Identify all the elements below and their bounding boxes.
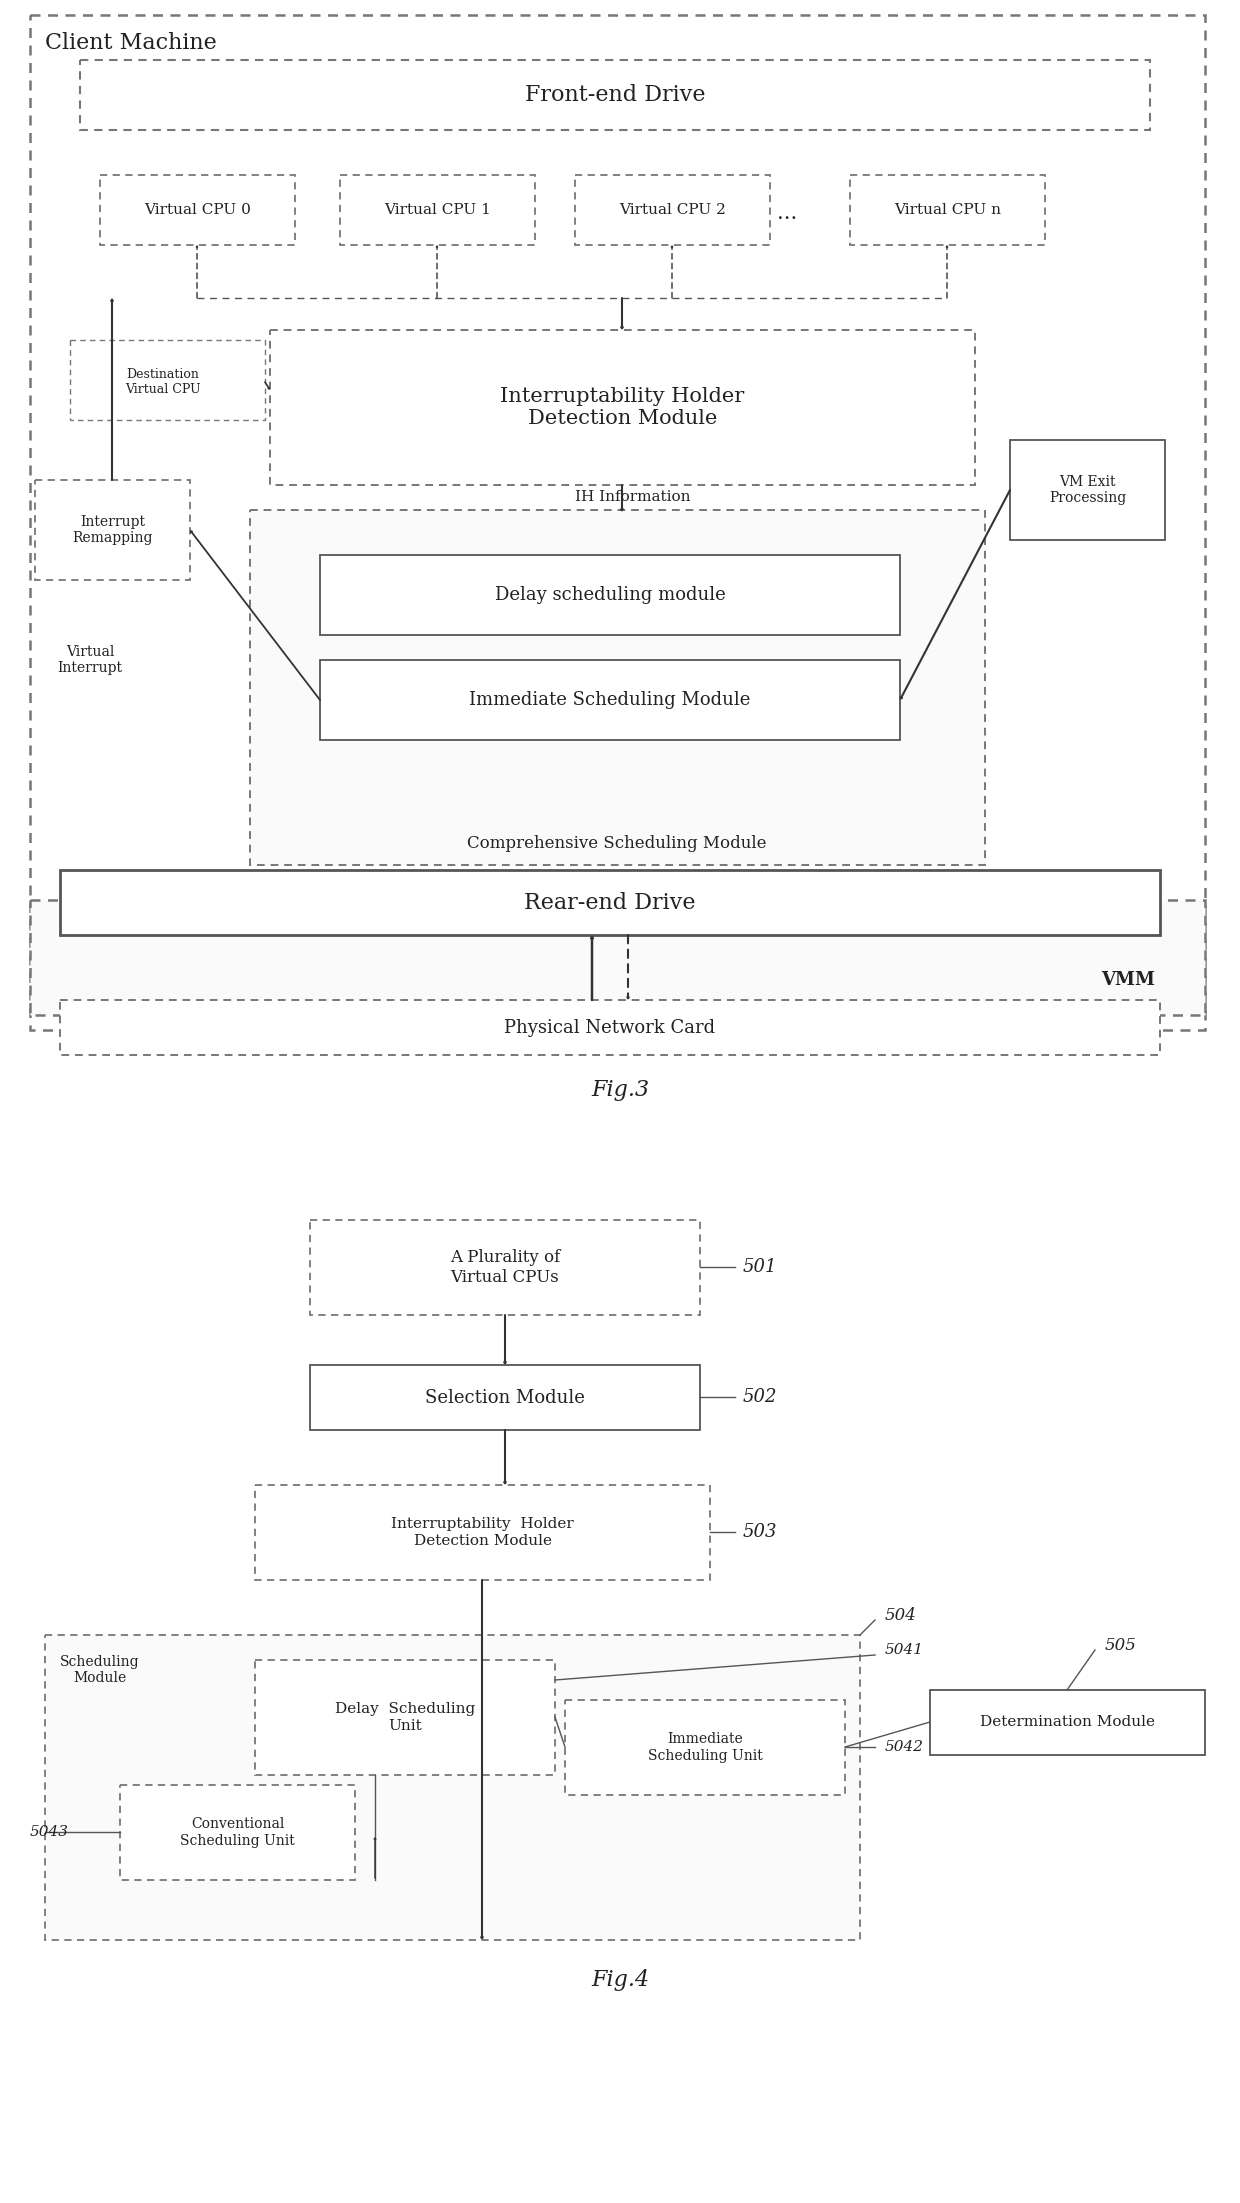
FancyBboxPatch shape	[45, 1635, 861, 1941]
FancyBboxPatch shape	[120, 1784, 355, 1879]
FancyBboxPatch shape	[270, 330, 975, 485]
Text: VMM: VMM	[1101, 972, 1154, 989]
FancyBboxPatch shape	[340, 174, 534, 245]
Text: 504: 504	[885, 1606, 916, 1624]
Text: Rear-end Drive: Rear-end Drive	[525, 892, 696, 914]
Text: Delay scheduling module: Delay scheduling module	[495, 586, 725, 604]
Text: IH Information: IH Information	[575, 489, 691, 504]
FancyBboxPatch shape	[849, 174, 1045, 245]
FancyBboxPatch shape	[35, 480, 190, 579]
FancyBboxPatch shape	[1011, 441, 1166, 540]
Text: Selection Module: Selection Module	[425, 1388, 585, 1406]
Text: Fig.4: Fig.4	[591, 1969, 649, 1992]
Text: Physical Network Card: Physical Network Card	[505, 1018, 715, 1035]
Text: Scheduling
Module: Scheduling Module	[60, 1654, 140, 1685]
Text: 5042: 5042	[885, 1740, 924, 1754]
FancyBboxPatch shape	[30, 901, 1205, 1016]
FancyBboxPatch shape	[100, 174, 295, 245]
Text: Comprehensive Scheduling Module: Comprehensive Scheduling Module	[467, 835, 766, 853]
Text: A Plurality of
Virtual CPUs: A Plurality of Virtual CPUs	[450, 1249, 560, 1287]
Text: Virtual CPU 0: Virtual CPU 0	[144, 203, 250, 218]
FancyBboxPatch shape	[565, 1701, 844, 1795]
Text: Virtual CPU 2: Virtual CPU 2	[619, 203, 725, 218]
Text: Virtual CPU 1: Virtual CPU 1	[384, 203, 491, 218]
FancyBboxPatch shape	[575, 174, 770, 245]
FancyBboxPatch shape	[930, 1690, 1205, 1756]
Text: 5041: 5041	[885, 1643, 924, 1657]
FancyBboxPatch shape	[255, 1661, 556, 1776]
Text: Front-end Drive: Front-end Drive	[525, 84, 706, 106]
FancyBboxPatch shape	[320, 661, 900, 740]
Text: Interrupt
Remapping: Interrupt Remapping	[72, 516, 153, 544]
Text: 502: 502	[743, 1388, 777, 1406]
Text: Virtual
Interrupt: Virtual Interrupt	[57, 645, 123, 674]
FancyBboxPatch shape	[250, 511, 985, 866]
Text: Fig.3: Fig.3	[591, 1079, 649, 1102]
Text: VM Exit
Processing: VM Exit Processing	[1049, 476, 1126, 504]
Text: Determination Module: Determination Module	[980, 1716, 1154, 1729]
FancyBboxPatch shape	[255, 1485, 711, 1580]
Text: 501: 501	[743, 1258, 777, 1276]
FancyBboxPatch shape	[310, 1220, 701, 1315]
FancyBboxPatch shape	[69, 339, 265, 421]
Text: Immediate Scheduling Module: Immediate Scheduling Module	[469, 692, 750, 709]
Text: 5043: 5043	[30, 1824, 69, 1840]
Text: 505: 505	[1105, 1637, 1137, 1654]
FancyBboxPatch shape	[60, 1000, 1159, 1055]
FancyBboxPatch shape	[320, 555, 900, 634]
Text: Interruptability Holder
Detection Module: Interruptability Holder Detection Module	[501, 388, 745, 427]
Text: Destination
Virtual CPU: Destination Virtual CPU	[125, 368, 201, 397]
FancyBboxPatch shape	[310, 1366, 701, 1430]
FancyBboxPatch shape	[81, 59, 1149, 130]
Text: Conventional
Scheduling Unit: Conventional Scheduling Unit	[180, 1817, 295, 1848]
Text: 503: 503	[743, 1522, 777, 1542]
Text: Client Machine: Client Machine	[45, 33, 217, 55]
FancyBboxPatch shape	[60, 870, 1159, 934]
Text: Virtual CPU n: Virtual CPU n	[894, 203, 1001, 218]
FancyBboxPatch shape	[30, 15, 1205, 1031]
Text: Immediate
Scheduling Unit: Immediate Scheduling Unit	[647, 1732, 763, 1762]
Text: Interruptability  Holder
Detection Module: Interruptability Holder Detection Module	[391, 1518, 574, 1547]
Text: ...: ...	[777, 203, 797, 223]
Text: Delay  Scheduling
Unit: Delay Scheduling Unit	[335, 1703, 475, 1732]
